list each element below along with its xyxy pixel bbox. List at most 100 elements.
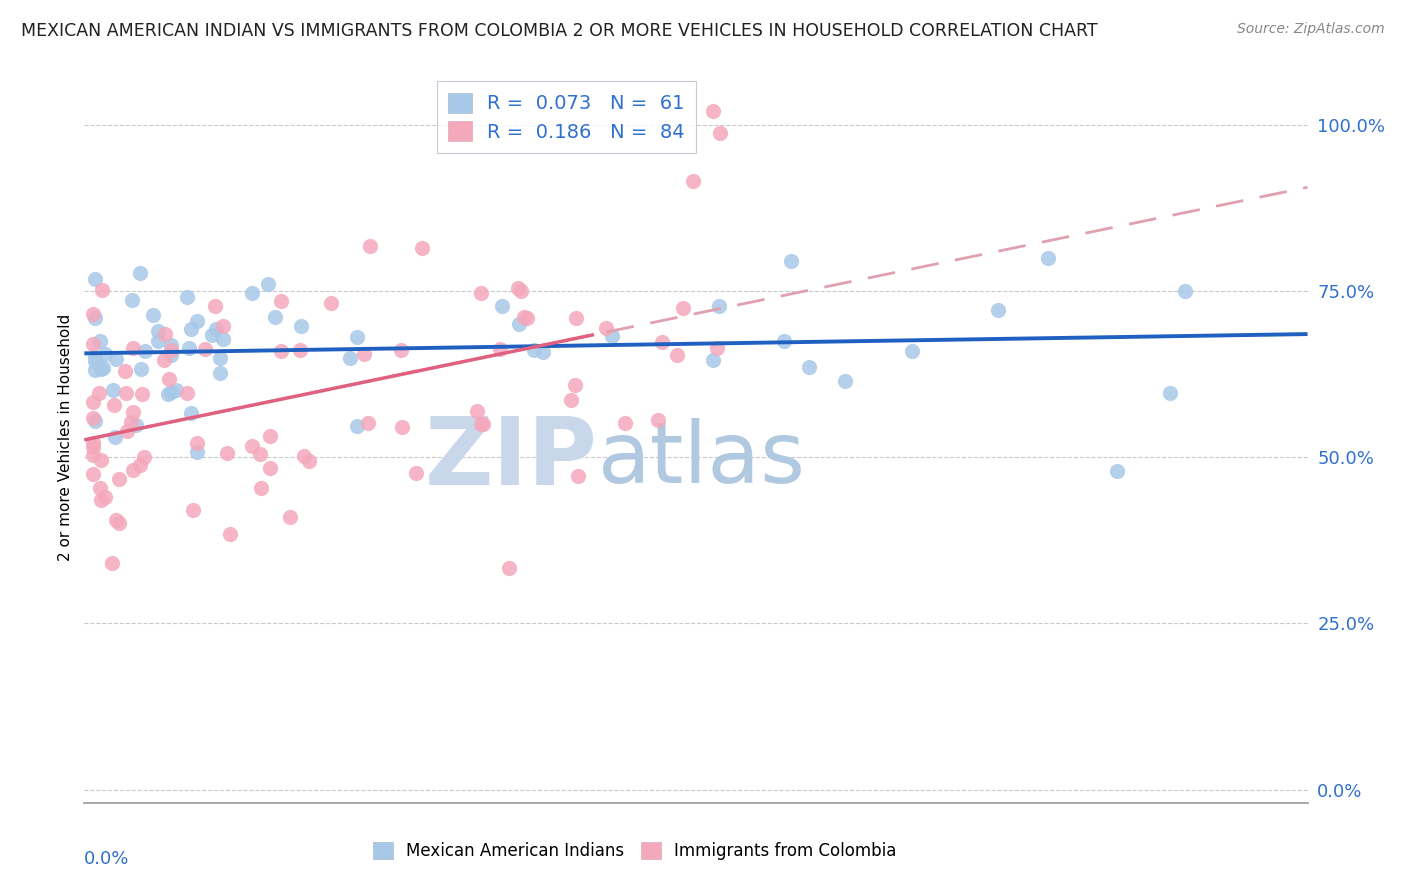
Point	[357, 416, 380, 430]
Point	[83, 415, 105, 429]
Point	[217, 446, 239, 460]
Point	[702, 353, 724, 368]
Point	[560, 393, 582, 408]
Point	[93, 347, 115, 361]
Point	[208, 351, 231, 365]
Point	[1105, 464, 1128, 478]
Point	[240, 439, 263, 453]
Point	[160, 343, 183, 357]
Point	[204, 299, 226, 313]
Point	[1038, 251, 1060, 265]
Point	[595, 320, 617, 334]
Point	[125, 418, 148, 433]
Point	[114, 364, 136, 378]
Point	[298, 454, 321, 468]
Point	[346, 418, 368, 433]
Point	[83, 353, 105, 368]
Point	[91, 360, 114, 375]
Point	[672, 301, 695, 316]
Point	[83, 363, 105, 377]
Point	[508, 317, 530, 331]
Point	[180, 406, 202, 420]
Point	[508, 280, 530, 294]
Point	[614, 416, 637, 430]
Point	[391, 420, 413, 434]
Point	[523, 343, 546, 358]
Point	[107, 472, 129, 486]
Point	[516, 310, 538, 325]
Point	[353, 346, 375, 360]
Point	[194, 342, 217, 356]
Point	[389, 343, 412, 357]
Point	[180, 322, 202, 336]
Point	[90, 362, 112, 376]
Point	[104, 513, 127, 527]
Point	[148, 334, 170, 348]
Point	[212, 332, 235, 346]
Point	[176, 290, 198, 304]
Point	[212, 318, 235, 333]
Point	[105, 351, 128, 366]
Point	[186, 445, 208, 459]
Text: Source: ZipAtlas.com: Source: ZipAtlas.com	[1237, 22, 1385, 37]
Point	[405, 466, 427, 480]
Point	[218, 526, 240, 541]
Point	[292, 450, 315, 464]
Text: 0.0%: 0.0%	[84, 850, 129, 868]
Point	[290, 343, 312, 358]
Point	[319, 296, 342, 310]
Point	[179, 341, 201, 355]
Point	[707, 299, 730, 313]
Point	[82, 336, 104, 351]
Point	[346, 330, 368, 344]
Point	[471, 417, 494, 431]
Point	[513, 310, 536, 325]
Point	[259, 460, 281, 475]
Point	[82, 440, 104, 454]
Point	[91, 284, 114, 298]
Point	[89, 481, 111, 495]
Point	[157, 386, 180, 401]
Point	[122, 341, 145, 355]
Point	[491, 299, 513, 313]
Point	[103, 399, 125, 413]
Point	[901, 343, 924, 358]
Point	[834, 374, 856, 388]
Point	[799, 359, 821, 374]
Point	[498, 561, 520, 575]
Point	[264, 310, 287, 324]
Point	[208, 366, 231, 380]
Point	[186, 314, 208, 328]
Text: MEXICAN AMERICAN INDIAN VS IMMIGRANTS FROM COLOMBIA 2 OR MORE VEHICLES IN HOUSEH: MEXICAN AMERICAN INDIAN VS IMMIGRANTS FR…	[21, 22, 1098, 40]
Point	[564, 377, 586, 392]
Point	[706, 341, 728, 355]
Point	[128, 458, 150, 473]
Point	[531, 345, 554, 359]
Point	[131, 387, 153, 401]
Point	[240, 285, 263, 300]
Point	[201, 328, 224, 343]
Point	[665, 348, 688, 362]
Point	[157, 372, 180, 386]
Point	[82, 307, 104, 321]
Point	[83, 272, 105, 286]
Point	[270, 343, 292, 358]
Point	[1174, 284, 1197, 298]
Point	[987, 302, 1010, 317]
Point	[411, 241, 433, 255]
Point	[103, 383, 125, 397]
Point	[90, 452, 112, 467]
Point	[117, 424, 139, 438]
Point	[467, 403, 489, 417]
Point	[129, 362, 152, 376]
Point	[122, 405, 145, 419]
Point	[709, 126, 731, 140]
Point	[101, 556, 124, 570]
Point	[567, 468, 589, 483]
Point	[82, 436, 104, 450]
Point	[682, 174, 704, 188]
Point	[647, 412, 669, 426]
Point	[651, 334, 673, 349]
Point	[249, 447, 271, 461]
Point	[359, 239, 381, 253]
